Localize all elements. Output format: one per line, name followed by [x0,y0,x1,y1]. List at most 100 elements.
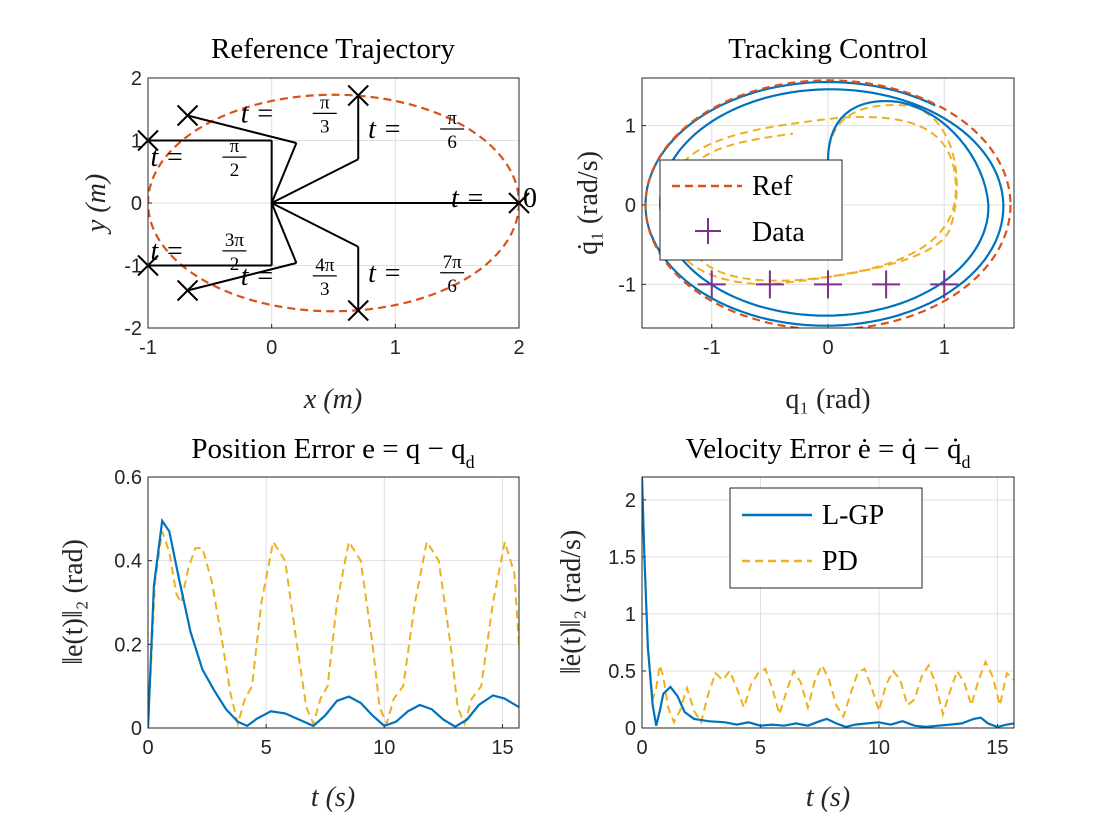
annotation-numerator: π [447,108,457,129]
y-tick-label: 1 [625,604,636,626]
position-error-plot: 0 5 10 15 0 0.2 0.4 0.6 Position Error e = q −… [58,433,520,813]
arm-link [187,262,297,292]
x-tick-label: -1 [139,337,157,359]
legend: L-GP PD [729,487,923,589]
x-markers [137,84,530,322]
annotation-numerator: 7π [443,252,463,273]
y-tick-label: 0 [625,718,636,740]
x-axis-label: t (s) [806,782,850,813]
annotation-denominator: 3 [320,279,330,300]
annotation-denominator: 2 [230,160,240,181]
annotation-denominator: 2 [230,254,240,275]
data-point [814,270,842,299]
y-tick-labels: -2 -1 0 1 2 [124,68,142,340]
annotation-lhs: t = [368,258,402,289]
arm-configurations [148,95,519,311]
y-tick-label: 0.5 [608,661,636,683]
y-tick-label: 1 [625,116,636,138]
x-tick-label: 0 [636,737,647,759]
tracking-control-plot: -1 0 1 -1 0 1 Ref Data Tracking Control q₁ (… [573,33,1015,415]
pd-error-line [148,531,519,728]
annotation-numerator: π [230,136,240,157]
x-tick-labels: 0 5 10 15 [142,737,513,759]
y-tick-label: 0 [131,193,142,215]
axes-box [641,77,1015,329]
annotation-value: 0 [523,183,537,214]
x-axis-label: q₁ (rad) [785,384,870,415]
x-tick-label: 10 [373,737,395,759]
data-point [872,270,901,299]
y-tick-label: 0.4 [114,551,142,573]
plot-marks [642,477,1014,728]
y-tick-labels: -1 0 1 [618,116,636,297]
data-point [930,270,959,299]
y-tick-label: 1 [131,131,142,153]
annotation-denominator: 6 [447,276,457,297]
y-tick-labels: 0 0.5 1 1.5 2 [608,490,636,740]
plot-marks [148,517,519,728]
data-points [697,270,959,299]
reference-ellipse [644,79,1012,328]
y-tick-label: -1 [618,274,636,296]
y-tick-label: 0.6 [114,467,142,489]
annotation-lhs: t = [241,98,275,129]
legend-data-label: Data [752,217,805,248]
y-tick-label: 1.5 [608,547,636,569]
reference-ellipse [148,93,519,313]
plot-marks [644,79,1012,328]
annotation-denominator: 3 [320,116,330,137]
data-point [755,270,784,299]
x-tick-label: -1 [703,337,721,359]
annotation-lhs: t = [368,114,402,145]
arm-link [271,202,359,248]
lgp-error-line [148,517,519,728]
annotation-numerator: 3π [225,230,245,251]
pd-error-line [642,477,1014,725]
axes-box [147,476,520,729]
legend-box [729,487,923,589]
y-tick-label: 0 [131,718,142,740]
y-tick-label: 0 [625,195,636,217]
lgp-error-line [642,477,1014,728]
annotation-denominator: 6 [447,132,457,153]
chart-title: Velocity Error ė = q̇ − q̇d [686,433,971,472]
arm-link [187,114,297,144]
x-tick-label: 0 [266,337,277,359]
x-tick-label: 15 [986,737,1008,759]
annotation-numerator: π [320,92,330,113]
legend-pd-label: PD [822,546,858,577]
y-tick-label: -2 [124,318,142,340]
x-marker [176,279,199,302]
y-axis-label: ‖ė(t)‖₂ (rad/s) [556,530,587,674]
arm-link [271,158,359,204]
annotation-lhs: t = [241,261,275,292]
x-tick-label: 10 [868,737,890,759]
legend-lgp-label: L-GP [822,500,884,531]
x-tick-label: 5 [261,737,272,759]
chart-title: Reference Trajectory [211,33,455,65]
x-marker [176,104,199,127]
y-tick-labels: 0 0.2 0.4 0.6 [114,467,142,740]
data-point [697,270,726,299]
annotation-lhs: t = [150,142,184,173]
plot-marks [148,93,519,313]
y-axis-label: ‖e(t)‖₂ (rad) [58,539,89,665]
x-tick-label: 1 [390,337,401,359]
y-axis-label: y (m) [81,174,112,235]
y-tick-label: 2 [625,490,636,512]
arm-link [270,142,298,204]
annotation-lhs: t = [150,236,184,267]
axes-box [147,77,520,329]
arm-link [270,202,298,264]
axes-box [641,476,1015,729]
y-axis-label: q̇₁ (rad/s) [573,151,604,255]
x-axis-label: x (m) [303,384,362,415]
annotation-numerator: 4π [315,255,335,276]
legend-ref-label: Ref [752,171,793,202]
legend-data-swatch [695,218,721,244]
x-tick-label: 0 [142,737,153,759]
x-tick-label: 0 [822,337,833,359]
x-tick-labels: -1 0 1 2 [139,337,524,359]
chart-title: Position Error e = q − qd [191,433,474,472]
